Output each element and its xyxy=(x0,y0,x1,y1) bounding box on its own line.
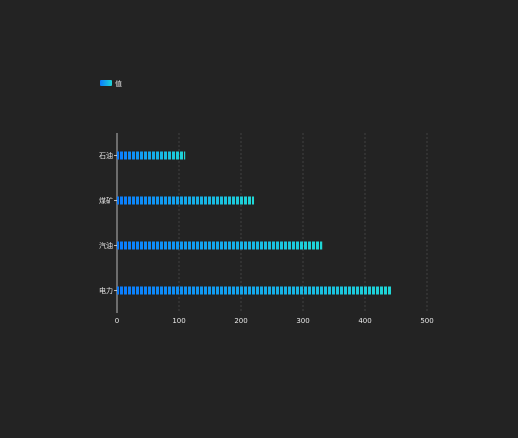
x-tick-label: 200 xyxy=(234,317,247,325)
axes xyxy=(114,133,118,313)
legend-label: 值 xyxy=(115,79,122,88)
x-tick-label: 500 xyxy=(420,317,433,325)
category-label: 电力 xyxy=(99,286,113,295)
bar[interactable] xyxy=(117,196,255,205)
legend[interactable]: 值 xyxy=(100,79,122,88)
bars xyxy=(117,151,392,295)
x-tick-label: 300 xyxy=(296,317,309,325)
category-label: 石油 xyxy=(99,151,113,160)
x-tick-label: 0 xyxy=(115,317,119,325)
labels: 0 100 200 300 400 500 电力 汽油 煤矿 石油 xyxy=(99,151,434,325)
bar[interactable] xyxy=(117,241,323,250)
bar[interactable] xyxy=(117,151,186,160)
bar[interactable] xyxy=(117,286,392,295)
category-label: 汽油 xyxy=(99,241,113,250)
x-tick-label: 400 xyxy=(358,317,371,325)
x-tick-label: 100 xyxy=(172,317,185,325)
grid xyxy=(178,133,428,313)
category-label: 煤矿 xyxy=(99,196,113,205)
legend-swatch[interactable] xyxy=(100,80,112,86)
